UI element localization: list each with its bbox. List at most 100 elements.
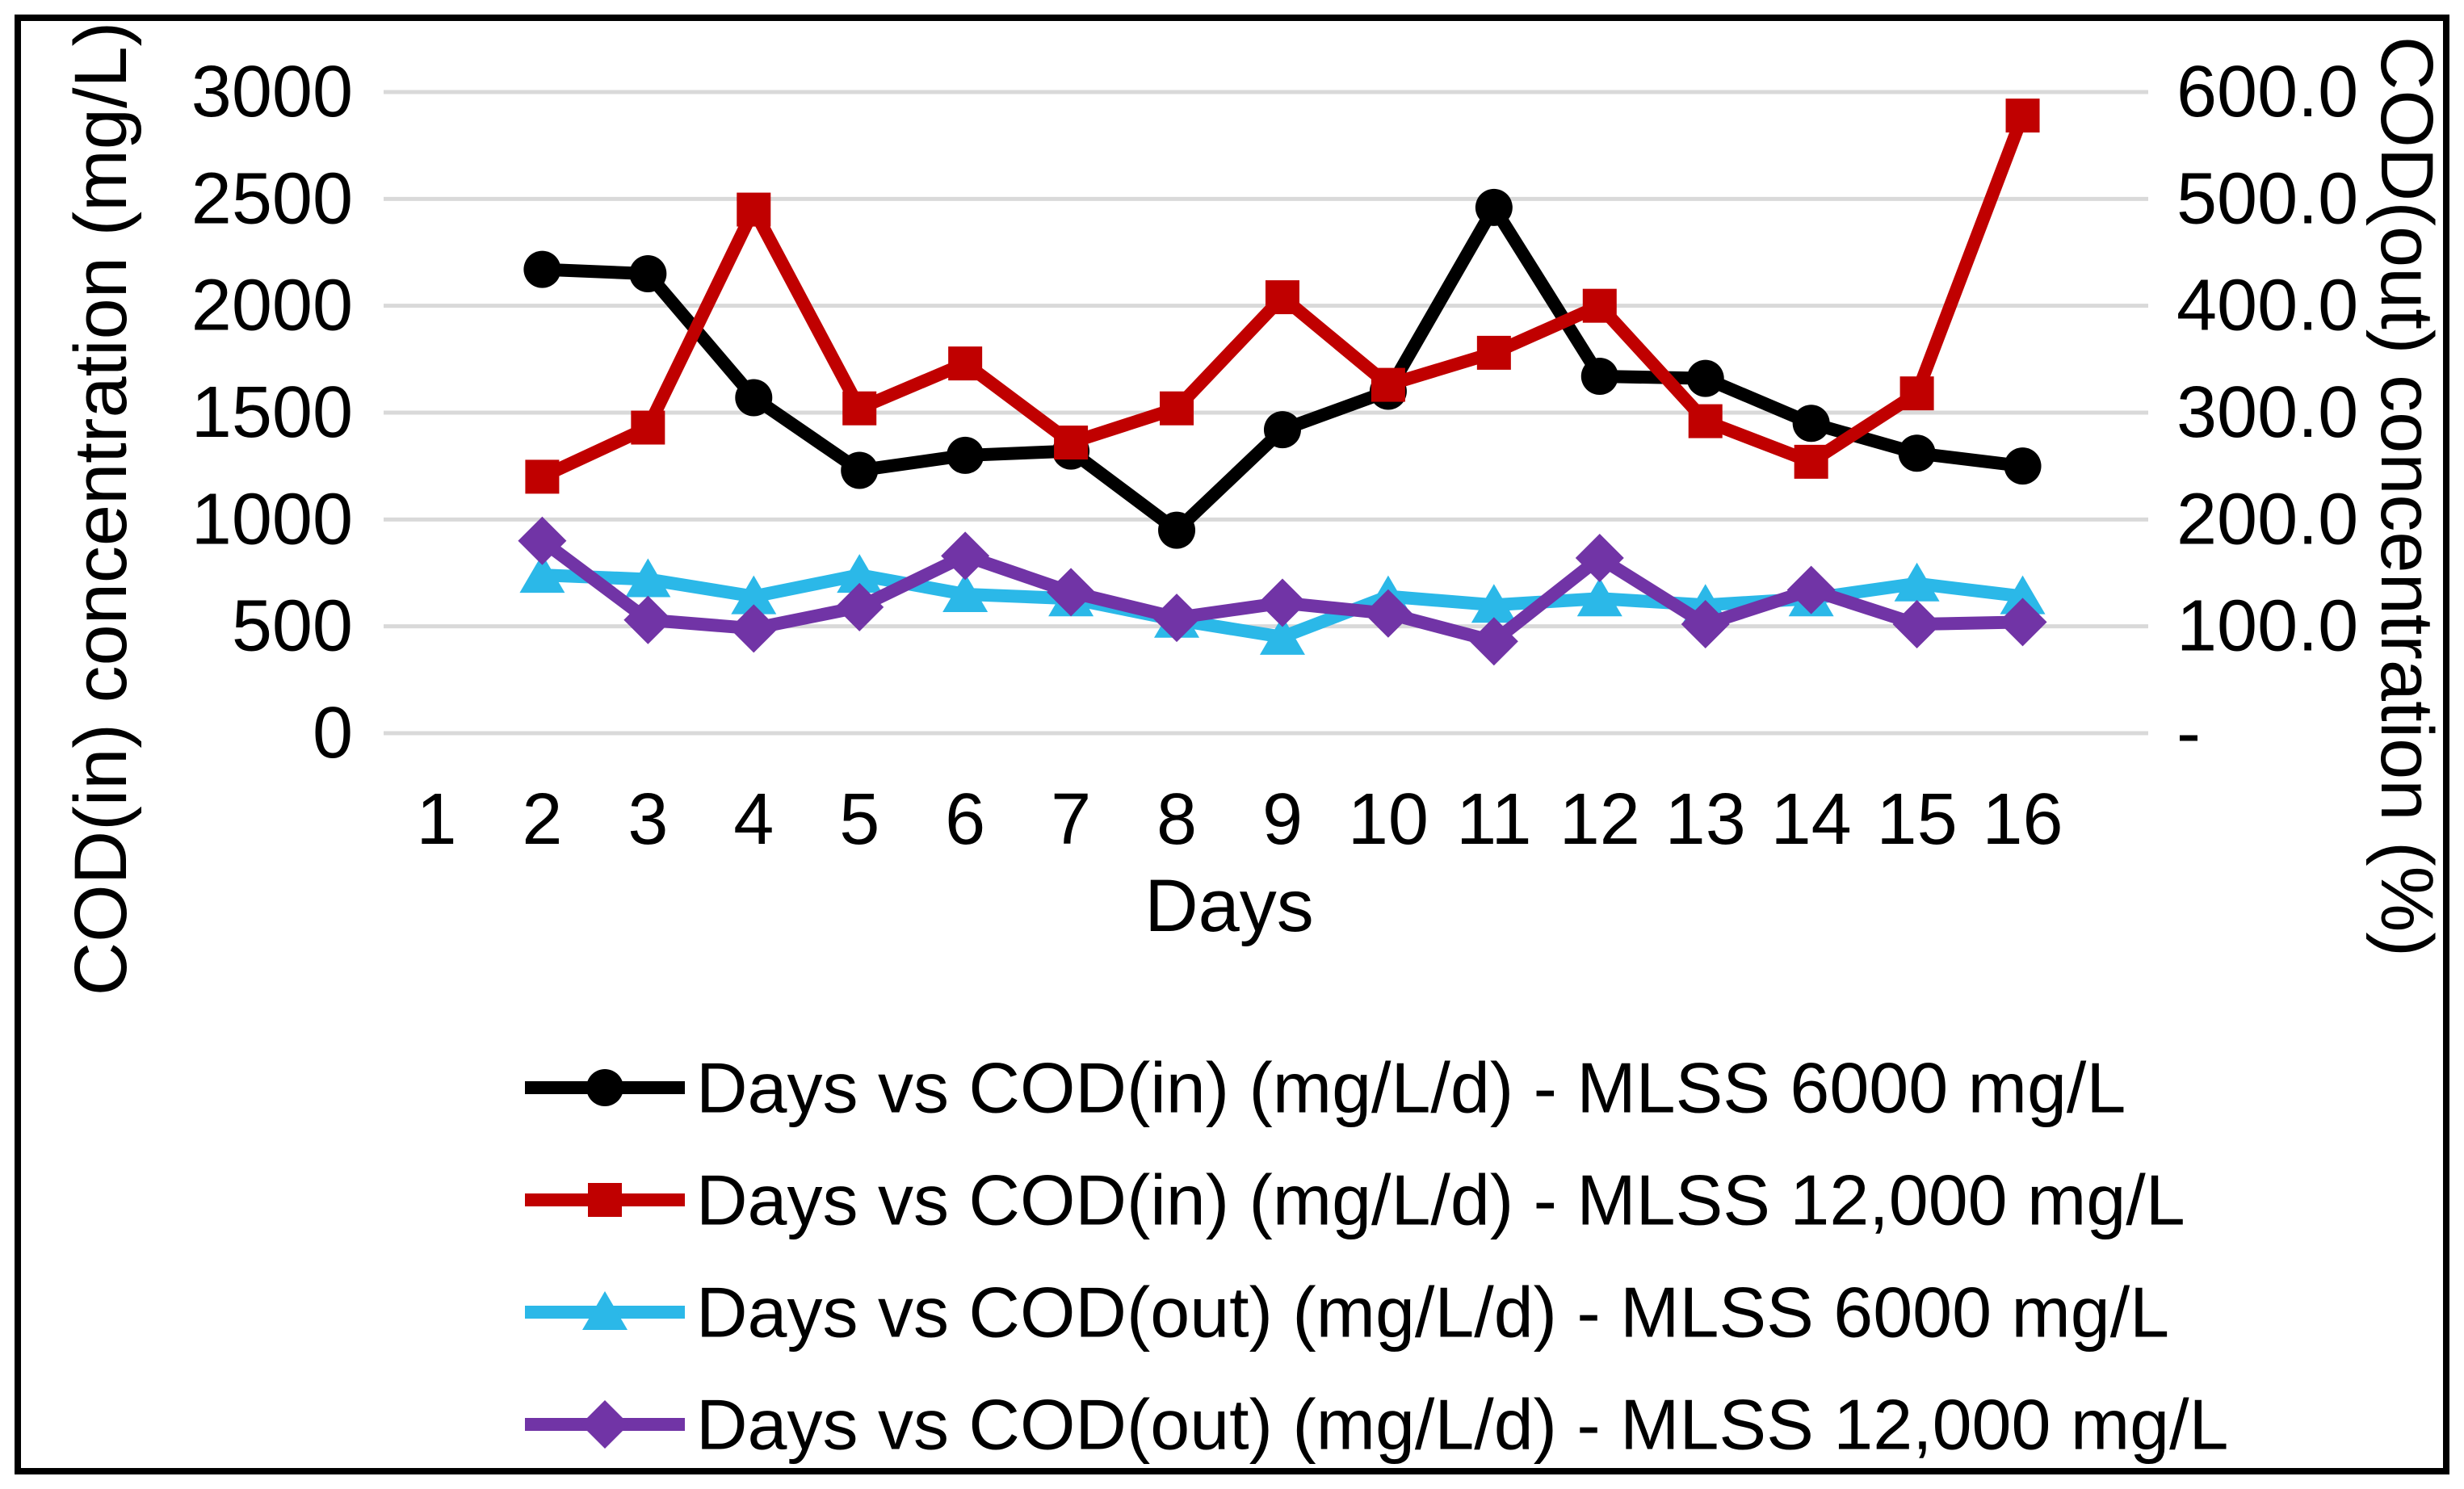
series-2-marker	[1899, 376, 1934, 411]
x-axis-tick-label: 14	[1771, 779, 1852, 860]
series-2-marker	[1582, 288, 1617, 323]
series-1	[523, 188, 2042, 549]
series-2-marker	[1160, 391, 1194, 426]
series-4-marker	[1152, 594, 1202, 643]
series-3-marker	[1471, 584, 1517, 623]
series-4-marker	[1786, 565, 1836, 614]
x-axis-tick-label: 10	[1348, 779, 1429, 860]
series-1-marker	[1158, 511, 1196, 549]
legend-item: Days vs COD(in) (mg/L/d) - MLSS 12,000 m…	[525, 1160, 2185, 1240]
legend-marker-diamond-icon	[581, 1400, 629, 1449]
series-2-marker	[1054, 426, 1089, 460]
legend-item: Days vs COD(out) (mg/L/d) - MLSS 12,000 …	[525, 1385, 2229, 1465]
series-2-marker	[525, 459, 560, 494]
series-2-marker	[842, 391, 877, 426]
series-layer	[518, 99, 2047, 666]
series-4-marker	[1047, 568, 1096, 617]
series-1-marker	[1686, 359, 1724, 397]
series-1-marker	[1898, 434, 1936, 472]
legend-marker-triangle-icon	[582, 1291, 628, 1330]
series-2-marker	[631, 410, 665, 445]
right-axis-tick-label: 400.0	[2176, 266, 2358, 346]
x-axis-tick-label: 13	[1665, 779, 1746, 860]
legend-label: Days vs COD(out) (mg/L/d) - MLSS 12,000 …	[696, 1385, 2229, 1465]
series-4-marker	[1681, 600, 1730, 649]
left-axis-tick-label: 3000	[191, 52, 353, 132]
x-axis-title: Days	[1144, 865, 1314, 947]
series-3-marker	[625, 558, 671, 598]
legend-marker-square-icon	[588, 1183, 622, 1217]
left-axis-tick-label: 2000	[191, 266, 353, 346]
series-2-marker	[948, 346, 983, 381]
series-3-marker	[731, 575, 777, 614]
right-axis-tick-labels: 600.0 500.0 400.0 300.0 200.0 100.0 -	[2176, 52, 2358, 774]
series-3-marker	[1576, 577, 1622, 617]
series-1-marker	[1263, 411, 1301, 449]
x-axis-tick-label: 5	[839, 779, 879, 860]
left-axis-title: COD(in) concentration (mg/L)	[60, 22, 142, 996]
series-4-marker	[941, 531, 990, 581]
series-2-marker	[737, 192, 771, 227]
x-axis-tick-label: 16	[1982, 779, 2063, 860]
legend-item: Days vs COD(out) (mg/L/d) - MLSS 6000 mg…	[525, 1273, 2169, 1353]
legend: Days vs COD(in) (mg/L/d) - MLSS 6000 mg/…	[525, 1048, 2229, 1465]
series-3-marker	[519, 554, 565, 594]
series-4-marker	[623, 595, 673, 644]
x-axis-tick-label: 4	[733, 779, 774, 860]
x-axis-tick-label: 9	[1262, 779, 1303, 860]
right-axis-tick-label: 600.0	[2176, 52, 2358, 132]
series-2-marker	[1265, 280, 1299, 315]
right-axis-tick-label: 200.0	[2176, 479, 2358, 560]
right-axis-tick-label: 100.0	[2176, 586, 2358, 667]
x-axis-tick-label: 11	[1456, 779, 1531, 860]
series-2-marker	[1794, 444, 1828, 479]
series-3-marker	[1894, 562, 1940, 602]
left-axis-tick-label: 1000	[191, 479, 353, 560]
series-1-marker	[1580, 358, 1618, 396]
series-3-marker	[2000, 575, 2046, 614]
figure-border	[15, 15, 2449, 1474]
x-axis-tick-label: 15	[1877, 779, 1958, 860]
series-4-marker	[1998, 598, 2047, 647]
series-1-line	[535, 200, 2030, 537]
series-1-marker	[735, 379, 773, 417]
legend-label: Days vs COD(in) (mg/L/d) - MLSS 12,000 m…	[696, 1160, 2185, 1240]
x-axis-tick-label: 8	[1156, 779, 1197, 860]
left-axis-tick-labels: 3000 2500 2000 1500 1000 500 0	[191, 52, 353, 774]
series-1-marker	[2004, 447, 2042, 485]
series-4-marker	[1363, 589, 1412, 638]
series-4	[518, 516, 2047, 666]
series-4-marker	[518, 516, 567, 565]
series-3-marker	[1259, 615, 1305, 655]
series-2-marker	[1688, 404, 1723, 438]
series-3-marker	[942, 573, 989, 612]
series-1-marker	[629, 254, 667, 292]
series-4-marker	[1892, 600, 1941, 649]
series-2	[525, 99, 2040, 494]
right-axis-tick-label: 300.0	[2176, 372, 2358, 453]
series-3-marker	[837, 554, 883, 594]
series-4-marker	[835, 582, 884, 631]
series-4-marker	[1575, 533, 1624, 582]
series-1-marker	[1792, 405, 1830, 443]
x-axis-tick-label: 1	[416, 779, 456, 860]
x-axis-tick-label: 12	[1559, 779, 1640, 860]
series-4-marker	[729, 604, 779, 653]
left-axis-tick-label: 0	[313, 693, 353, 774]
series-2-marker	[1476, 335, 1511, 370]
series-1-marker	[1475, 188, 1513, 226]
left-axis-tick-label: 500	[232, 586, 353, 667]
right-axis-tick-label: -	[2176, 693, 2201, 774]
legend-label: Days vs COD(in) (mg/L/d) - MLSS 6000 mg/…	[696, 1048, 2126, 1128]
legend-marker-circle-icon	[586, 1069, 623, 1106]
left-axis-tick-label: 1500	[191, 372, 353, 453]
series-2-marker	[2005, 99, 2040, 133]
series-4-marker	[1469, 617, 1518, 666]
series-2-marker	[1371, 367, 1405, 402]
legend-item: Days vs COD(in) (mg/L/d) - MLSS 6000 mg/…	[525, 1048, 2126, 1128]
series-1-marker	[523, 250, 561, 288]
x-axis-tick-label: 3	[628, 779, 668, 860]
right-axis-title: COD(out) concentration (%)	[2365, 36, 2448, 957]
